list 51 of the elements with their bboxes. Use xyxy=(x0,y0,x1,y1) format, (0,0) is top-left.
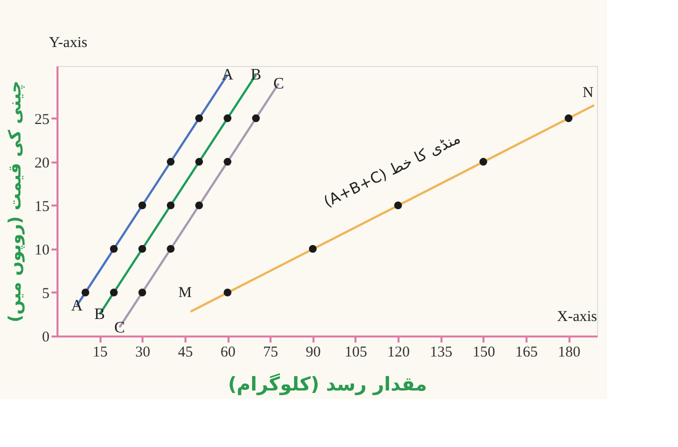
y-tick-label: 0 xyxy=(42,330,50,346)
point xyxy=(110,288,118,296)
point xyxy=(166,245,175,253)
x-tick-label: 75 xyxy=(263,344,278,360)
point xyxy=(138,201,146,210)
x-tick-label: 30 xyxy=(135,344,150,360)
point xyxy=(195,158,203,166)
annotation: N xyxy=(582,85,594,101)
point xyxy=(308,245,317,253)
point xyxy=(166,158,175,166)
x-tick-label: 105 xyxy=(344,344,368,360)
point xyxy=(479,158,488,166)
point xyxy=(564,114,572,122)
x-tick-label: 165 xyxy=(515,344,538,360)
point xyxy=(224,114,232,122)
text: B xyxy=(250,66,262,84)
point xyxy=(138,288,146,296)
point xyxy=(195,201,203,210)
series-label: C xyxy=(114,319,125,336)
point xyxy=(224,158,232,166)
point xyxy=(166,201,175,210)
x-tick-label: 60 xyxy=(220,344,236,360)
x-tick-label: 90 xyxy=(306,344,321,360)
y-axis-title: چینی کی قیمت (روپوں میں) xyxy=(6,80,26,322)
x-tick-label: 45 xyxy=(178,344,193,360)
x-tick-label: 120 xyxy=(387,344,410,360)
annotation: X-axis xyxy=(557,309,598,325)
y-tick-label: 10 xyxy=(34,242,50,258)
y-tick-label: 20 xyxy=(34,155,50,172)
series-label: B xyxy=(94,306,105,324)
series-label: A xyxy=(222,66,234,84)
point xyxy=(224,288,232,296)
annotation: M xyxy=(178,285,192,301)
x-tick-label: 135 xyxy=(430,344,452,360)
point xyxy=(394,201,402,210)
y-tick-label: 5 xyxy=(42,286,50,302)
x-axis-title: مقدار رسد (کلوگرام) xyxy=(228,372,428,396)
text: Y-axis xyxy=(49,35,88,51)
text: C xyxy=(273,75,284,92)
point xyxy=(195,114,203,122)
y-tick-label: 25 xyxy=(34,112,50,128)
x-tick-label: 15 xyxy=(92,344,108,360)
point xyxy=(138,245,146,253)
point xyxy=(252,114,260,122)
x-tick-label: 180 xyxy=(558,344,580,360)
annotation: (A+B+C) منڈی کا خط xyxy=(320,129,464,211)
point xyxy=(110,245,118,253)
text: A xyxy=(71,298,83,315)
x-tick-label: 150 xyxy=(472,344,496,360)
point xyxy=(82,288,90,296)
y-tick-label: 15 xyxy=(34,198,50,215)
